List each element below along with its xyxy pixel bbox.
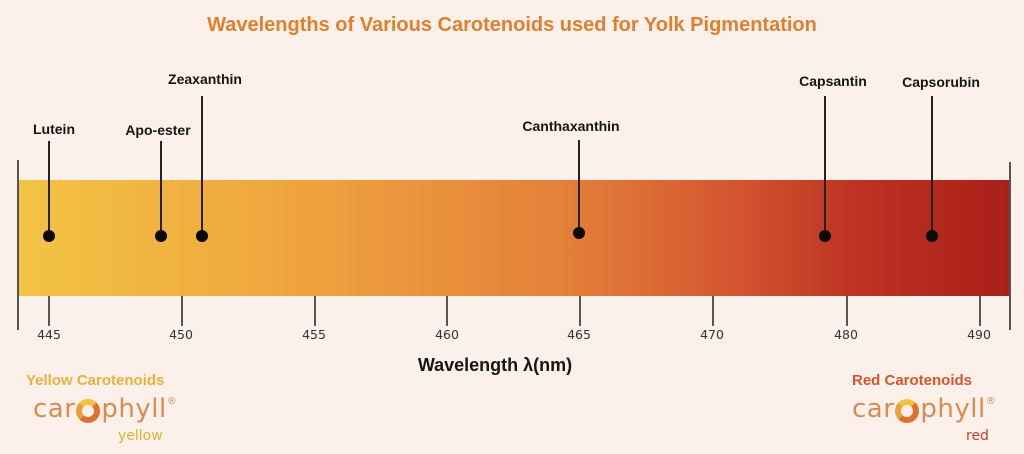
tick-445 xyxy=(48,296,50,326)
marker-line-apo-ester xyxy=(160,141,162,236)
carophyll-red-subtitle: red xyxy=(966,428,989,444)
tick-465 xyxy=(579,296,581,326)
tick-label: 445 xyxy=(37,327,61,342)
brand-text-left: car xyxy=(852,394,895,424)
marker-label-capsantin: Capsantin xyxy=(799,73,867,89)
data-point-capsorubin xyxy=(926,230,938,242)
registered-mark: ® xyxy=(985,396,997,407)
marker-line-lutein xyxy=(48,141,50,236)
wavelength-gradient-band xyxy=(17,180,1010,296)
tick-470 xyxy=(712,296,714,326)
tick-460 xyxy=(446,296,448,326)
left-axis-line xyxy=(17,160,19,330)
tick-label: 490 xyxy=(967,327,991,342)
data-point-lutein xyxy=(43,230,55,242)
brand-text-right: phyll xyxy=(101,394,167,424)
tick-label: 470 xyxy=(700,327,724,342)
marker-line-canthaxanthin xyxy=(578,140,580,233)
tick-label: 450 xyxy=(169,327,193,342)
carophyll-red-logo: car phyll® xyxy=(852,394,996,424)
yellow-carotenoids-heading: Yellow Carotenoids xyxy=(26,372,165,389)
right-axis-line xyxy=(1009,162,1011,330)
brand-text-right: phyll xyxy=(920,394,986,424)
marker-label-lutein: Lutein xyxy=(33,121,75,137)
carophyll-yellow-logo: car phyll® xyxy=(33,394,177,424)
marker-label-canthaxanthin: Canthaxanthin xyxy=(522,118,620,134)
red-carotenoids-heading: Red Carotenoids xyxy=(852,372,973,389)
tick-490 xyxy=(979,296,981,326)
carophyll-ring-icon xyxy=(895,399,920,423)
registered-mark: ® xyxy=(166,396,178,407)
tick-455 xyxy=(314,296,316,326)
data-point-apo-ester xyxy=(155,230,167,242)
marker-label-apo-ester: Apo-ester xyxy=(125,122,191,138)
marker-line-capsantin xyxy=(824,96,826,236)
carophyll-ring-icon xyxy=(76,399,101,423)
marker-label-capsorubin: Capsorubin xyxy=(902,74,980,90)
chart-title: Wavelengths of Various Carotenoids used … xyxy=(207,14,817,36)
marker-line-zeaxanthin xyxy=(201,96,203,236)
tick-480 xyxy=(846,296,848,326)
data-point-capsantin xyxy=(819,230,831,242)
tick-label: 465 xyxy=(567,327,591,342)
data-point-zeaxanthin xyxy=(196,230,208,242)
tick-label: 455 xyxy=(302,327,326,342)
marker-line-capsorubin xyxy=(931,96,933,236)
carophyll-yellow-subtitle: yellow xyxy=(118,428,163,444)
marker-label-zeaxanthin: Zeaxanthin xyxy=(168,71,242,87)
data-point-canthaxanthin xyxy=(573,227,585,239)
brand-text-left: car xyxy=(33,394,76,424)
tick-label: 480 xyxy=(834,327,858,342)
x-axis-label: Wavelength λ(nm) xyxy=(417,355,573,375)
tick-label: 460 xyxy=(435,327,459,342)
tick-450 xyxy=(181,296,183,326)
